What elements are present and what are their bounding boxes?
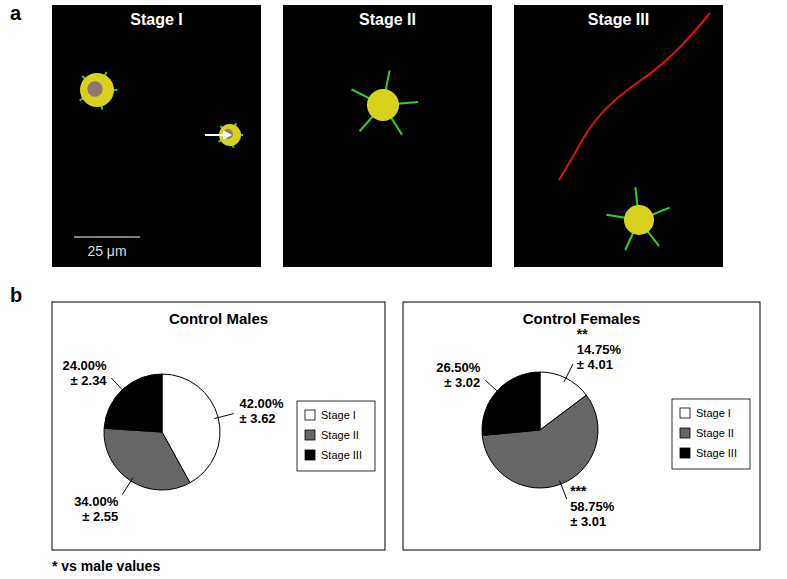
significance-label: ***	[570, 483, 587, 499]
figure: ab25 μmStage IStage IIStage IIIControl M…	[0, 0, 787, 579]
data-label: 42.00%	[240, 396, 285, 411]
chart-frame	[52, 302, 385, 550]
pie-slice	[482, 372, 540, 435]
chart-title: Control Males	[169, 310, 268, 327]
legend-swatch	[305, 410, 315, 420]
error-label: ± 3.01	[570, 514, 606, 529]
panel-label: b	[10, 284, 22, 306]
legend-label: Stage II	[696, 427, 734, 439]
nucleus	[87, 81, 102, 96]
legend-label: Stage III	[696, 447, 737, 459]
pie-slice	[104, 428, 190, 490]
micrograph: Stage II	[283, 5, 492, 267]
leader-line	[111, 378, 125, 393]
legend: Stage I Stage II Stage III	[297, 401, 375, 471]
cell-body	[80, 73, 114, 107]
panel-label: a	[10, 2, 22, 24]
scale-bar-label: 25 μm	[87, 243, 126, 259]
footnote: * vs male values	[52, 558, 160, 574]
leader-line	[564, 364, 573, 382]
chart-frame	[403, 302, 760, 550]
legend-label: Stage I	[321, 409, 356, 421]
data-label: 58.75%	[570, 499, 615, 514]
legend-frame	[297, 401, 375, 471]
legend-frame	[672, 399, 750, 469]
cell-body	[367, 89, 399, 121]
data-label: 34.00%	[74, 494, 119, 509]
leader-line	[559, 480, 566, 499]
micrograph-background	[52, 5, 261, 267]
data-label: 24.00%	[63, 358, 108, 373]
pie: 42.00%± 3.62 34.00%± 2.55 24.00%± 2.34	[63, 358, 285, 524]
data-label: 14.75%	[577, 342, 622, 357]
error-label: ± 2.34	[71, 373, 108, 388]
legend: Stage I Stage II Stage III	[672, 399, 750, 469]
legend-swatch	[680, 448, 690, 458]
error-label: ± 3.02	[444, 375, 480, 390]
significance-label: **	[577, 326, 588, 342]
pie-slice	[104, 374, 162, 432]
legend-label: Stage II	[321, 429, 359, 441]
leader-line	[122, 478, 133, 495]
legend-swatch	[305, 450, 315, 460]
error-label: ± 3.62	[240, 411, 276, 426]
micrograph: Stage III	[514, 5, 723, 267]
arrow-head	[223, 130, 232, 140]
legend-swatch	[680, 428, 690, 438]
micrograph-background	[283, 5, 492, 267]
axon	[559, 13, 710, 180]
micrograph-background	[514, 5, 723, 267]
error-label: ± 4.01	[577, 357, 613, 372]
legend-label: Stage I	[696, 407, 731, 419]
cell-body	[624, 205, 654, 235]
micrograph-title: Stage II	[359, 11, 416, 28]
leader-line	[214, 414, 233, 419]
legend-label: Stage III	[321, 449, 362, 461]
legend-swatch	[305, 430, 315, 440]
chart-panel: Control Females**14.75%± 4.01***58.75%± …	[403, 302, 760, 550]
pie: **14.75%± 4.01 ***58.75%± 3.01 26.50%± 3.0…	[436, 326, 621, 528]
micrograph: 25 μm Stage I	[52, 5, 261, 267]
micrograph-title: Stage I	[130, 11, 182, 28]
legend-swatch	[680, 408, 690, 418]
chart-title: Control Females	[523, 310, 641, 327]
data-label: 26.50%	[436, 360, 481, 375]
scale-bar	[74, 236, 140, 238]
chart-panel: Control Males 42.00%± 3.62 34.00%± 2.55 24.…	[52, 302, 385, 550]
error-label: ± 2.55	[82, 509, 118, 524]
micrograph-title: Stage III	[588, 11, 649, 28]
leader-line	[485, 380, 500, 393]
